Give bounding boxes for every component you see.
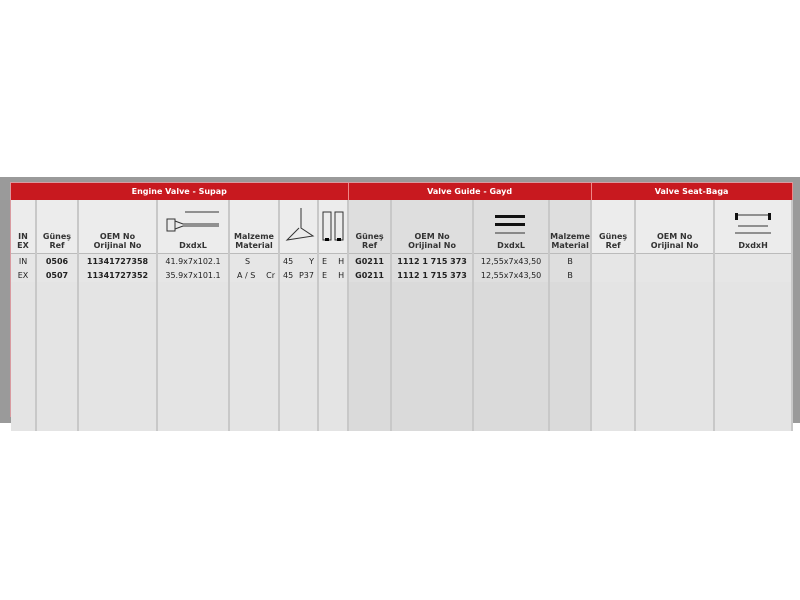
section-valve-guide: Valve Guide - Gayd bbox=[348, 183, 592, 200]
parts-panel: Engine Valve - Supap Valve Guide - Gayd … bbox=[10, 182, 794, 431]
cell-seat-oem bbox=[635, 268, 716, 282]
header-malzeme: Malzeme Material bbox=[229, 200, 280, 254]
header-dxdxl-label: DxdxL bbox=[179, 241, 207, 250]
e: E bbox=[322, 270, 328, 280]
guide-header-dxdxl-label: DxdxL bbox=[497, 241, 525, 250]
table-row[interactable]: EX 0507 11341727352 35.9x7x101.1 A / S Cr… bbox=[11, 268, 794, 282]
parts-table: Engine Valve - Supap Valve Guide - Gayd … bbox=[11, 183, 794, 431]
cell-guide-oem: 1112 1 715 373 bbox=[391, 268, 475, 282]
cell-dim: 41.9x7x102.1 bbox=[157, 253, 230, 268]
empty-area bbox=[11, 282, 794, 431]
cell-guide-oem: 1112 1 715 373 bbox=[391, 253, 475, 268]
section-engine-valve: Engine Valve - Supap bbox=[11, 183, 349, 200]
seat-header-gunes-ref: Güneş Ref bbox=[591, 200, 637, 254]
section-valve-seat: Valve Seat-Baga bbox=[591, 183, 793, 200]
cell-guide-dim: 12,55x7x43,50 bbox=[473, 253, 551, 268]
e: E bbox=[322, 256, 328, 266]
cell-seat-oem bbox=[635, 253, 716, 268]
table-row[interactable]: IN 0506 11341727358 41.9x7x102.1 S 45 Y E… bbox=[11, 253, 794, 268]
seat-header-dxdxh-label: DxdxH bbox=[738, 241, 768, 250]
cell-angle: 45 Y bbox=[279, 253, 319, 268]
valve-guide-dimension-icon bbox=[495, 215, 526, 234]
cell-dim: 35.9x7x101.1 bbox=[157, 268, 230, 282]
coat: P37 bbox=[298, 270, 314, 280]
cell-seat-ref bbox=[591, 268, 637, 282]
cell-type: IN bbox=[11, 253, 37, 268]
angle: 45 bbox=[283, 270, 294, 280]
material: S bbox=[245, 256, 251, 266]
cell-oem: 11341727352 bbox=[78, 268, 158, 282]
cell-ref[interactable]: 0506 bbox=[36, 253, 79, 268]
cell-seat-dim bbox=[714, 268, 794, 282]
guide-header-gunes-ref: Güneş Ref bbox=[348, 200, 393, 254]
header-oem-no: OEM No Orijinal No bbox=[78, 200, 158, 254]
cell-seat-ref bbox=[591, 253, 637, 268]
cell-guide-ref[interactable]: G0211 bbox=[348, 253, 393, 268]
valve-dimension-icon bbox=[166, 211, 219, 232]
cell-ref[interactable]: 0507 bbox=[36, 268, 79, 282]
header-dxdxl: DxdxL bbox=[157, 200, 230, 254]
header-gunes-ref: Güneş Ref bbox=[36, 200, 79, 254]
guide-header-oem-no: OEM No Orijinal No bbox=[391, 200, 475, 254]
cell-seat-dim bbox=[714, 253, 794, 268]
cell-guide-mat: B bbox=[549, 253, 593, 268]
material-coating: Cr bbox=[266, 270, 275, 280]
seat-header-oem-no: OEM No Orijinal No bbox=[635, 200, 716, 254]
guide-header-dxdxl: DxdxL bbox=[473, 200, 551, 254]
valve-angle-icon bbox=[279, 200, 319, 254]
h: H bbox=[338, 256, 345, 266]
cell-type: EX bbox=[11, 268, 37, 282]
header-in-ex: IN EX bbox=[11, 200, 37, 254]
cell-material: S bbox=[229, 253, 280, 268]
valve-stem-icon bbox=[318, 200, 350, 254]
cell-oem: 11341727358 bbox=[78, 253, 158, 268]
h: H bbox=[338, 270, 345, 280]
material: A / S bbox=[237, 270, 256, 280]
cell-guide-dim: 12,55x7x43,50 bbox=[473, 268, 551, 282]
cell-guide-mat: B bbox=[549, 268, 593, 282]
angle: 45 bbox=[283, 256, 294, 266]
cell-material: A / S Cr bbox=[229, 268, 280, 282]
guide-header-malzeme: Malzeme Material bbox=[549, 200, 593, 254]
valve-seat-dimension-icon bbox=[735, 213, 772, 234]
seat-header-dxdxh: DxdxH bbox=[714, 200, 794, 254]
coat: Y bbox=[309, 256, 314, 266]
cell-guide-ref[interactable]: G0211 bbox=[348, 268, 393, 282]
cell-angle: 45 P37 bbox=[279, 268, 319, 282]
